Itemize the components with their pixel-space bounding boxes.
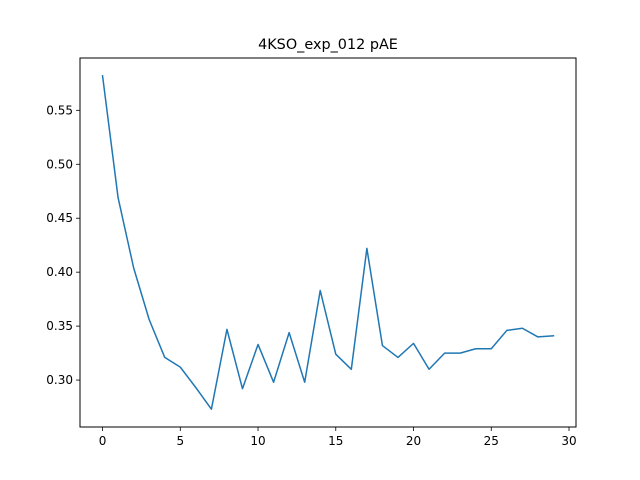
data-point <box>288 332 290 334</box>
data-point <box>553 335 555 337</box>
y-tick-label: 0.55 <box>46 103 73 117</box>
data-point <box>195 387 197 389</box>
data-point <box>242 388 244 390</box>
x-tick-label: 15 <box>328 434 343 448</box>
data-point <box>148 319 150 321</box>
x-tick-label: 0 <box>99 434 107 448</box>
x-tick-label: 5 <box>176 434 184 448</box>
y-tick-label: 0.50 <box>46 157 73 171</box>
data-point <box>117 197 119 199</box>
data-point <box>459 352 461 354</box>
y-tick-label: 0.30 <box>46 373 73 387</box>
data-point <box>490 348 492 350</box>
x-axis: 0 5 10 15 20 25 30 <box>99 427 577 448</box>
series-layer <box>101 74 555 410</box>
data-point <box>475 348 477 350</box>
data-point <box>102 75 104 77</box>
x-tick-label: 25 <box>484 434 499 448</box>
y-axis: 0.30 0.35 0.40 0.45 0.50 0.55 <box>46 103 80 387</box>
y-tick-label: 0.35 <box>46 319 73 333</box>
data-point <box>382 345 384 347</box>
data-point <box>537 336 539 338</box>
data-point <box>506 330 508 332</box>
data-point <box>335 353 337 355</box>
data-point <box>428 368 430 370</box>
data-point <box>351 368 353 370</box>
data-point <box>319 290 321 292</box>
series-line <box>101 74 555 410</box>
data-point <box>179 366 181 368</box>
data-point <box>522 327 524 329</box>
data-point <box>211 408 213 410</box>
data-point <box>164 357 166 359</box>
data-point <box>257 344 259 346</box>
y-tick-label: 0.40 <box>46 265 73 279</box>
data-point <box>304 381 306 383</box>
data-point <box>226 329 228 331</box>
x-tick-label: 20 <box>406 434 421 448</box>
x-tick-label: 30 <box>561 434 576 448</box>
data-point <box>273 381 275 383</box>
x-tick-label: 10 <box>250 434 265 448</box>
data-point <box>413 343 415 345</box>
data-point <box>366 248 368 250</box>
data-point <box>133 267 135 269</box>
data-point <box>444 352 446 354</box>
plot-frame <box>79 57 577 428</box>
chart-title: 4KSO_exp_012 pAE <box>258 37 398 53</box>
data-point <box>397 357 399 359</box>
y-tick-label: 0.45 <box>46 211 73 225</box>
